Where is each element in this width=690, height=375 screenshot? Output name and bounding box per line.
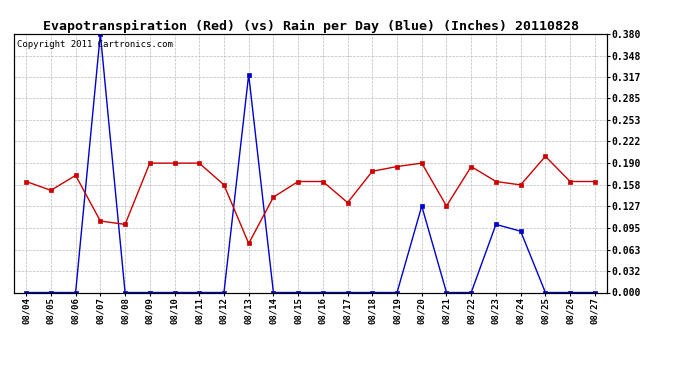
Title: Evapotranspiration (Red) (vs) Rain per Day (Blue) (Inches) 20110828: Evapotranspiration (Red) (vs) Rain per D… bbox=[43, 20, 578, 33]
Text: Copyright 2011 Cartronics.com: Copyright 2011 Cartronics.com bbox=[17, 40, 172, 49]
